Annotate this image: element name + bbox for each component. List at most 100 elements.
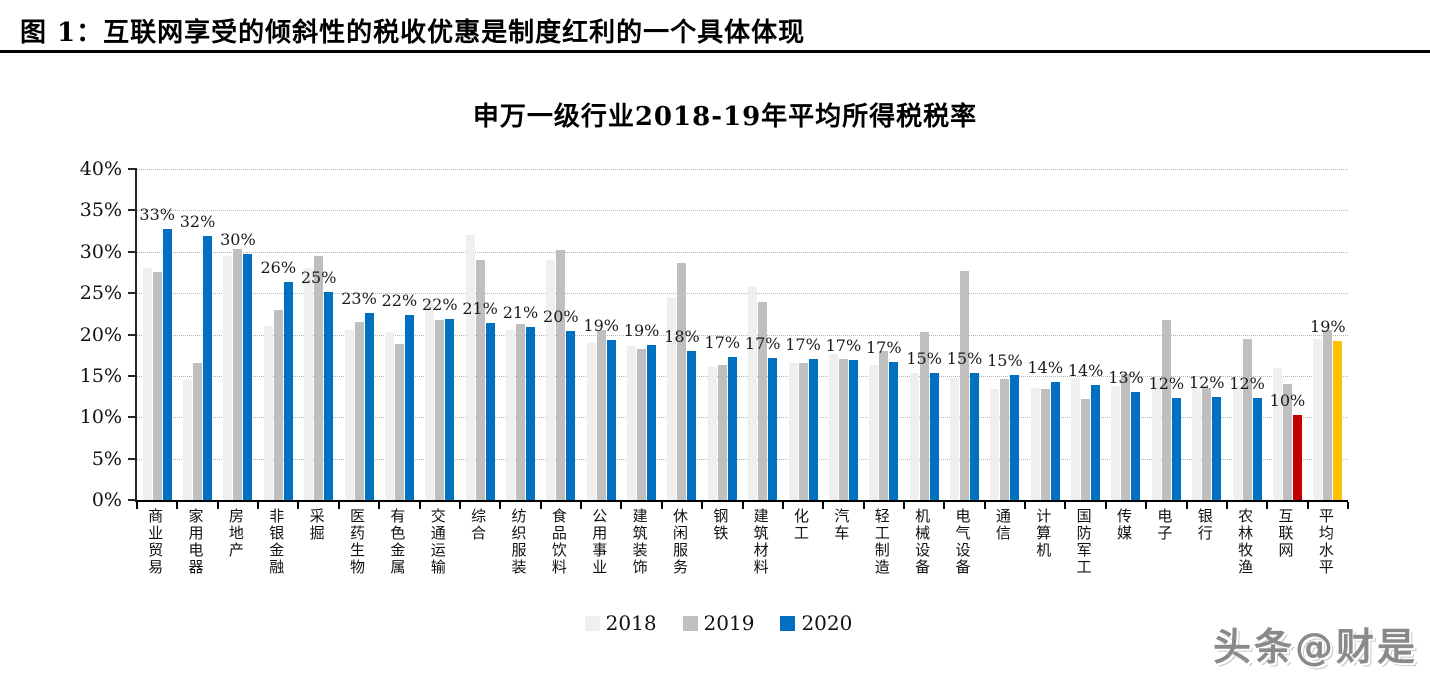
legend: 2018 2019 2020 [113,611,1324,635]
bar-2020 [808,359,818,500]
plot-area: 0% 5% 10% 15% 20% 25% 30% 35% 40% 33% 32% 30% 26% 25%… [80,158,1349,511]
x-axis-tick [1145,502,1148,509]
bar-2019 [193,363,203,500]
category-label: 建筑装饰 [630,508,649,576]
bar-2020 [647,345,657,500]
bar-2020 [1091,384,1101,500]
legend-item: 2018 [584,611,657,635]
x-axis-tick [943,502,946,509]
bar-2018 [869,365,879,500]
bar-2018 [505,330,515,500]
x-axis-tick [660,502,663,509]
data-label: 22% [421,294,458,314]
data-label: 21% [502,303,539,323]
bar-2020 [727,356,737,500]
category-label: 通信 [993,508,1012,542]
category-label: 国防军工 [1074,508,1093,576]
bar-2019 [637,348,647,500]
bar-2020 [1131,392,1141,500]
bar-2018 [465,235,475,500]
bar-2020 [283,282,293,500]
bar-2020 [606,340,616,500]
bar-group [944,169,984,500]
x-axis-tick [1306,502,1309,509]
data-label: 17% [744,333,781,353]
bar-2018 [223,255,233,500]
bar-2020 [404,315,414,500]
category-label: 平均水平 [1316,508,1335,576]
bar-2020 [162,229,172,500]
bar-2020 [243,254,253,500]
category-label: 纺织服装 [509,508,528,576]
bar-2019 [1282,384,1292,500]
x-axis-tick [580,502,583,509]
y-axis-tick [128,292,137,295]
bar-2019 [556,250,566,500]
bar-group [1106,169,1146,500]
bar-2018 [304,268,314,500]
bar-2018 [344,330,354,500]
bar-2018 [788,363,798,500]
x-axis-labels: 商业贸易 家用电器 房地产 非银金融 采掘 医药生物 有色金属 交通运输 综合 纺织服装 食品饮料 公… [135,500,1346,600]
bar-2019 [273,309,283,500]
category-label: 休闲服务 [670,508,689,576]
y-axis-tick-label: 20% [79,323,122,346]
x-axis-tick [337,502,340,509]
x-axis-tick [378,502,381,509]
data-label: 17% [865,337,902,357]
bar-2019 [1040,389,1050,500]
y-axis-tick-label: 5% [91,447,122,470]
y-axis-tick-label: 10% [79,406,122,429]
bar-2019 [960,270,969,500]
bar-group [500,169,540,500]
bar-2020 [970,373,979,500]
bar-group [258,169,298,500]
legend-swatch-2018 [584,615,600,631]
bar-group [823,169,863,500]
category-label: 交通运输 [428,508,447,576]
bar-2018 [586,342,596,500]
bar-2020 [485,322,495,500]
data-label: 12% [1188,373,1225,393]
bar-group [1267,169,1307,500]
x-axis-tick [902,502,905,509]
x-axis-tick [1185,502,1188,509]
bar-2019 [1202,388,1212,500]
bar-2019 [879,351,889,500]
data-label: 32% [179,212,216,232]
figure-caption: 图 1：互联网享受的倾斜性的税收优惠是制度红利的一个具体体现 [20,18,806,48]
bar-2018 [950,378,959,500]
category-label: 机械设备 [913,508,932,576]
bar-group [541,169,581,500]
bar-2018 [1313,338,1323,500]
bar-2019 [152,272,162,500]
y-axis-tick-label: 15% [79,364,122,387]
category-label: 食品饮料 [549,508,568,576]
bar-2020 [1252,398,1262,500]
gridline [137,458,1348,460]
x-axis-tick [1024,502,1027,509]
bar-group [662,169,702,500]
data-label: 21% [462,298,498,318]
bar-group [702,169,742,500]
bar-2018 [828,353,838,500]
bar-2020 [687,351,697,500]
bar-2018 [990,389,1000,500]
y-axis-tick [128,250,137,253]
bar-group [1227,169,1267,500]
bar-group [581,169,621,500]
bar-2019 [475,260,485,500]
bar-group [743,169,783,500]
y-axis-tick [128,333,137,336]
bar-2019 [596,330,606,500]
category-label: 电气设备 [953,508,972,576]
category-label: 建筑材料 [751,508,770,576]
bar-2020 [929,372,939,500]
bar-group [137,169,177,500]
bar-2018 [263,326,273,500]
y-axis-tick-label: 40% [79,158,122,180]
category-label: 汽车 [832,508,851,542]
category-label: 轻工制造 [872,508,891,576]
gridline [137,417,1348,419]
